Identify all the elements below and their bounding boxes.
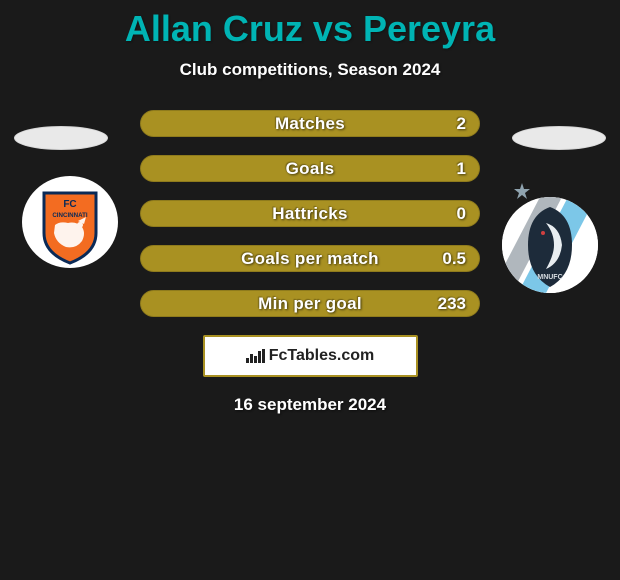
stat-value: 1 <box>457 159 466 179</box>
stat-label: Goals <box>140 159 480 179</box>
infographic-container: Allan Cruz vs Pereyra Club competitions,… <box>0 0 620 580</box>
stat-value: 2 <box>457 114 466 134</box>
badge-text-cincinnati: CINCINNATI <box>52 212 88 219</box>
stat-row: Hattricks0 <box>140 200 480 227</box>
stat-label: Goals per match <box>140 249 480 269</box>
date-text: 16 september 2024 <box>0 395 620 415</box>
stat-label: Matches <box>140 114 480 134</box>
stat-label: Min per goal <box>140 294 480 314</box>
stat-row: Goals per match0.5 <box>140 245 480 272</box>
badge-text-mnufc: MNUFC <box>537 274 562 281</box>
stat-value: 0.5 <box>442 249 466 269</box>
stat-label: Hattricks <box>140 204 480 224</box>
bar-chart-icon <box>246 349 265 363</box>
fctables-attribution: FcTables.com <box>203 335 418 377</box>
page-title: Allan Cruz vs Pereyra <box>0 0 620 50</box>
fc-cincinnati-badge-icon: FC CINCINNATI <box>20 175 120 270</box>
fctables-text: FcTables.com <box>269 347 375 365</box>
stat-row: Min per goal233 <box>140 290 480 317</box>
fctables-label: FcTables.com <box>246 347 375 365</box>
mnufc-badge-icon: MNUFC <box>500 175 600 310</box>
subtitle: Club competitions, Season 2024 <box>0 60 620 80</box>
stat-row: Goals1 <box>140 155 480 182</box>
team-badge-right: MNUFC <box>500 175 600 310</box>
stat-value: 233 <box>438 294 466 314</box>
stat-value: 0 <box>457 204 466 224</box>
team-badge-left: FC CINCINNATI <box>20 175 120 270</box>
badge-text-fc: FC <box>63 199 76 210</box>
stat-row: Matches2 <box>140 110 480 137</box>
